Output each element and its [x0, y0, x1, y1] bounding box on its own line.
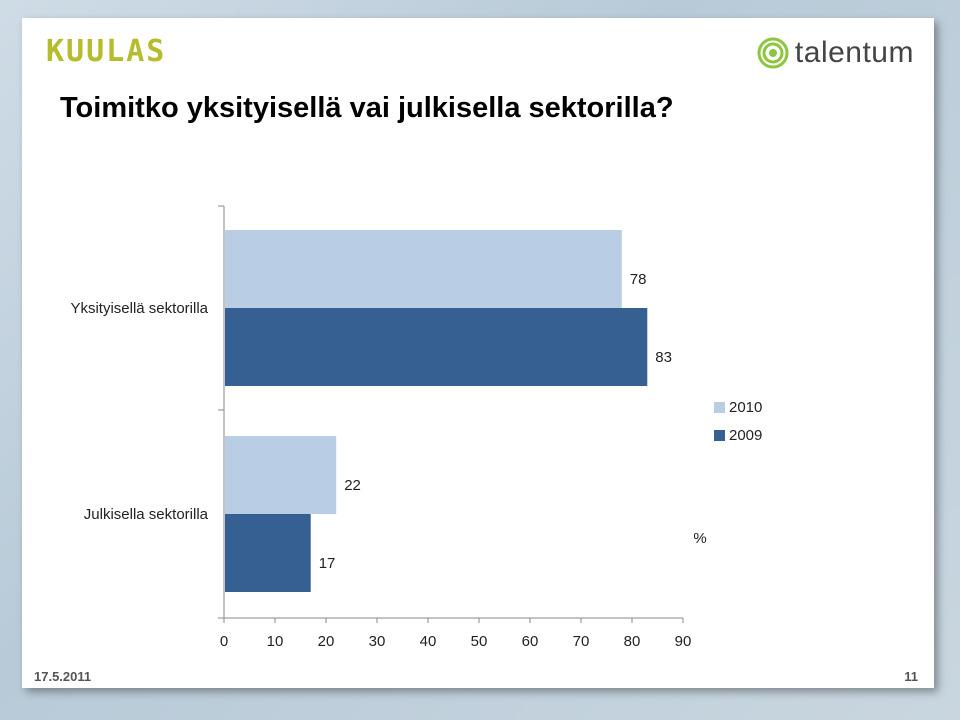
data-label: 83 [655, 349, 672, 366]
slide: KUULAS talentum Toimitko yksityisellä va… [22, 18, 934, 688]
bar-2009 [225, 514, 311, 592]
x-tick-label: 80 [624, 633, 641, 650]
talentum-logo: talentum [757, 36, 914, 70]
talentum-spiral-icon [757, 37, 789, 69]
category-label: Yksityisellä sektorilla [70, 300, 208, 317]
legend-swatch-2010 [714, 402, 725, 413]
bar-2009 [225, 308, 648, 386]
x-tick-label: 10 [267, 633, 284, 650]
x-tick-label: 30 [369, 633, 386, 650]
kuulas-logo: KUULAS [46, 34, 167, 69]
bar-chart: 0 10 20 30 40 50 60 70 80 90 78 83 Yksityisellä sekt… [70, 205, 762, 650]
data-label: 78 [630, 271, 647, 288]
x-axis-unit-label: % [693, 530, 706, 547]
page-number: 11 [904, 669, 918, 684]
legend-label: 2009 [729, 427, 762, 444]
bar-2010 [225, 230, 622, 308]
category-label: Julkisella sektorilla [84, 506, 209, 523]
talentum-wordmark: talentum [794, 36, 914, 69]
x-tick-label: 50 [471, 633, 488, 650]
x-tick-label: 0 [220, 633, 228, 650]
x-tick-label: 90 [675, 633, 692, 650]
bar-2010 [225, 436, 337, 514]
legend-swatch-2009 [714, 430, 725, 441]
x-tick-label: 20 [318, 633, 335, 650]
x-tick-label: 60 [522, 633, 539, 650]
data-label: 17 [319, 555, 336, 572]
x-tick-label: 40 [420, 633, 437, 650]
footer-date: 17.5.2011 [34, 669, 92, 684]
x-tick-label: 70 [573, 633, 590, 650]
legend-label: 2010 [729, 399, 762, 416]
data-label: 22 [344, 477, 361, 494]
slide-title: Toimitko yksityisellä vai julkisella sek… [60, 92, 674, 124]
